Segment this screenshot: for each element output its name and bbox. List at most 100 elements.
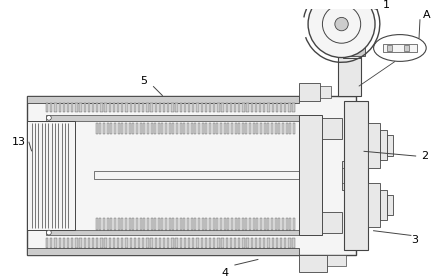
Bar: [293, 218, 295, 230]
Bar: [369, 183, 380, 227]
Bar: [257, 218, 258, 230]
Bar: [162, 218, 163, 230]
Bar: [132, 122, 134, 134]
Bar: [216, 218, 218, 230]
Text: 4: 4: [221, 268, 228, 278]
Bar: [187, 218, 189, 230]
Bar: [380, 130, 388, 160]
Bar: [253, 122, 255, 134]
Bar: [27, 96, 356, 254]
Bar: [246, 238, 249, 248]
Bar: [175, 238, 178, 248]
Bar: [298, 115, 322, 235]
Bar: [125, 238, 128, 248]
Bar: [345, 101, 369, 250]
Bar: [121, 218, 123, 230]
Bar: [209, 218, 211, 230]
Bar: [276, 238, 278, 248]
Bar: [27, 96, 298, 102]
Bar: [67, 102, 69, 112]
Bar: [134, 238, 136, 248]
Bar: [205, 122, 207, 134]
Bar: [267, 218, 270, 230]
Bar: [147, 218, 149, 230]
Bar: [92, 102, 94, 112]
Bar: [282, 218, 284, 230]
Bar: [107, 218, 109, 230]
Bar: [118, 218, 120, 230]
Bar: [387, 45, 392, 51]
Bar: [172, 218, 174, 230]
Bar: [293, 102, 295, 112]
Bar: [50, 102, 52, 112]
Bar: [134, 102, 136, 112]
Bar: [234, 238, 236, 248]
Bar: [259, 238, 262, 248]
Bar: [63, 238, 65, 248]
Bar: [158, 122, 160, 134]
Bar: [260, 218, 262, 230]
Bar: [194, 122, 196, 134]
Bar: [154, 218, 156, 230]
Bar: [217, 238, 219, 248]
Bar: [125, 122, 127, 134]
Bar: [222, 102, 224, 112]
Bar: [158, 218, 160, 230]
Bar: [155, 238, 157, 248]
Bar: [238, 238, 241, 248]
Bar: [100, 102, 103, 112]
Bar: [383, 44, 417, 52]
Bar: [104, 102, 107, 112]
Bar: [298, 83, 320, 101]
Bar: [46, 230, 298, 235]
Bar: [275, 122, 277, 134]
Bar: [125, 102, 128, 112]
Bar: [114, 122, 116, 134]
Bar: [284, 102, 286, 112]
Bar: [92, 238, 94, 248]
Bar: [242, 218, 244, 230]
Bar: [138, 102, 140, 112]
Bar: [83, 238, 86, 248]
Bar: [46, 238, 48, 248]
Bar: [293, 122, 295, 134]
Bar: [275, 218, 277, 230]
Bar: [205, 102, 207, 112]
Bar: [217, 102, 219, 112]
Bar: [146, 238, 149, 248]
Circle shape: [335, 17, 348, 31]
Bar: [180, 238, 182, 248]
Bar: [213, 122, 214, 134]
Bar: [147, 122, 149, 134]
Bar: [46, 115, 298, 121]
Bar: [209, 238, 211, 248]
Bar: [267, 102, 270, 112]
Bar: [175, 102, 178, 112]
Bar: [187, 122, 189, 134]
Bar: [205, 238, 207, 248]
Bar: [99, 122, 101, 134]
Bar: [380, 190, 388, 220]
Bar: [169, 218, 171, 230]
Bar: [129, 218, 131, 230]
Bar: [267, 122, 270, 134]
Bar: [288, 102, 290, 112]
Bar: [71, 102, 73, 112]
Text: 1: 1: [383, 0, 390, 10]
Bar: [183, 218, 186, 230]
Bar: [96, 122, 98, 134]
Bar: [322, 211, 341, 233]
Bar: [278, 218, 280, 230]
Bar: [151, 218, 153, 230]
Bar: [213, 238, 215, 248]
Bar: [267, 238, 270, 248]
Bar: [260, 122, 262, 134]
Bar: [176, 218, 178, 230]
Bar: [280, 102, 282, 112]
Bar: [79, 238, 82, 248]
Bar: [205, 218, 207, 230]
Bar: [259, 102, 262, 112]
Bar: [79, 102, 82, 112]
Bar: [104, 238, 107, 248]
Bar: [88, 102, 90, 112]
